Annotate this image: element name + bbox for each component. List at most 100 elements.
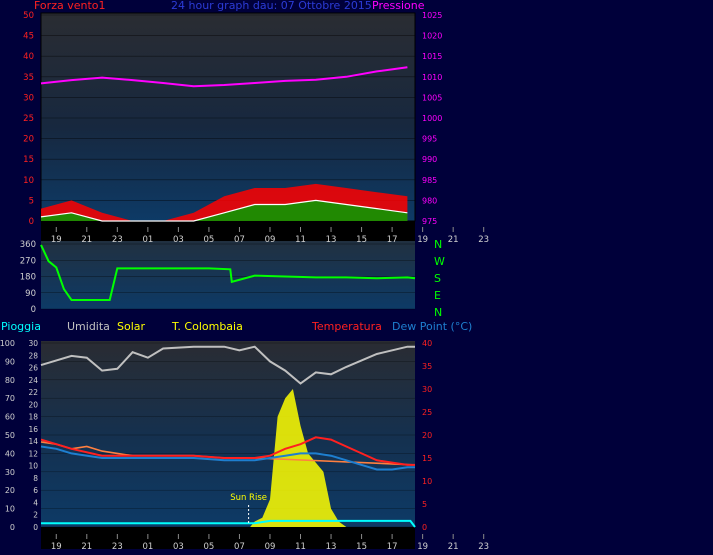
humidity-axis-tick: 90 bbox=[5, 357, 15, 366]
rain-axis-tick: 8 bbox=[33, 474, 38, 483]
x-tick-label: 15 bbox=[356, 235, 367, 245]
rain-axis-tick: 6 bbox=[33, 486, 38, 495]
x-tick-label: 17 bbox=[387, 235, 398, 245]
x-tick-label: 19 bbox=[417, 542, 428, 552]
wind-direction-line bbox=[40, 244, 416, 301]
wind-axis-tick: 40 bbox=[23, 52, 34, 62]
wind-axis-tick: 50 bbox=[23, 11, 34, 21]
x-tick-label: 11 bbox=[295, 235, 306, 245]
wind-axis-tick: 45 bbox=[23, 32, 34, 42]
rain-axis-tick: 2 bbox=[33, 511, 38, 520]
wind-dir-axis-tick: 180 bbox=[20, 273, 36, 283]
dewpoint-line bbox=[40, 445, 415, 471]
wind-gust-line bbox=[40, 199, 408, 222]
pressure-axis-tick: 995 bbox=[422, 135, 437, 144]
pressure-axis-tick: 980 bbox=[422, 196, 437, 205]
x-tick-label: 23 bbox=[112, 235, 123, 245]
sunrise-label: Sun Rise bbox=[230, 493, 267, 503]
rain-axis-tick: 22 bbox=[28, 388, 38, 397]
pressure-axis-title: Pressione bbox=[372, 0, 425, 12]
rain-axis-tick: 14 bbox=[28, 437, 38, 446]
x-tick-label: 11 bbox=[295, 542, 306, 552]
pressure-axis-tick: 990 bbox=[422, 155, 437, 164]
x-tick-label: 09 bbox=[265, 235, 276, 245]
temperature-axis-tick: 30 bbox=[422, 385, 432, 394]
wind-dir-w: W bbox=[434, 255, 445, 268]
x-tick-label: 05 bbox=[204, 235, 215, 245]
wind-axis-tick: 20 bbox=[23, 135, 34, 145]
wind-axis-tick: 25 bbox=[23, 114, 34, 124]
wind-axis-tick: 5 bbox=[29, 196, 34, 206]
temperature-axis-tick: 10 bbox=[422, 477, 432, 486]
x-tick-label: 23 bbox=[478, 542, 489, 552]
x-tick-label: 23 bbox=[112, 542, 123, 552]
x-tick-label: 13 bbox=[326, 542, 337, 552]
humidity-axis-tick: 70 bbox=[5, 394, 15, 403]
temperature-axis-tick: 15 bbox=[422, 454, 432, 463]
temperature-axis-tick: 5 bbox=[422, 500, 427, 509]
pressure-axis-tick: 985 bbox=[422, 176, 437, 185]
rain-axis-tick: 26 bbox=[28, 364, 38, 373]
x-tick-label: 15 bbox=[356, 542, 367, 552]
pressure-axis-tick: 975 bbox=[422, 217, 437, 226]
rain-axis-tick: 0 bbox=[33, 523, 38, 532]
wind-dir-s: S bbox=[434, 272, 441, 285]
rain-axis-tick: 20 bbox=[28, 400, 38, 409]
legend-dewpoint: Dew Point (°C) bbox=[392, 320, 473, 333]
x-tick-label: 01 bbox=[142, 235, 153, 245]
humidity-axis-tick: 10 bbox=[5, 505, 15, 514]
pressure-axis-tick: 1025 bbox=[422, 11, 442, 20]
x-tick-label: 21 bbox=[81, 235, 92, 245]
temperature-axis-tick: 40 bbox=[422, 339, 432, 348]
pressure-axis-tick: 1020 bbox=[422, 32, 442, 41]
humidity-axis-tick: 20 bbox=[5, 486, 15, 495]
legend-rain: Pioggia bbox=[1, 320, 41, 333]
humidity-axis-tick: 50 bbox=[5, 431, 15, 440]
pressure-axis-tick: 1015 bbox=[422, 52, 442, 61]
wind-pressure-panel bbox=[40, 12, 416, 222]
solar-series bbox=[41, 389, 415, 527]
wind-pressure-xaxis bbox=[41, 221, 415, 241]
wind-dir-axis-tick: 270 bbox=[20, 256, 36, 266]
humidity-axis-tick: 40 bbox=[5, 449, 15, 458]
pressure-axis-tick: 1000 bbox=[422, 114, 442, 123]
x-tick-label: 05 bbox=[204, 542, 215, 552]
humidity-axis-tick: 0 bbox=[10, 523, 15, 532]
rain-axis-tick: 24 bbox=[28, 376, 38, 385]
humidity-axis-tick: 30 bbox=[5, 468, 15, 477]
x-tick-label: 09 bbox=[265, 542, 276, 552]
wind-axis-tick: 35 bbox=[23, 73, 34, 83]
wind-axis-tick: 10 bbox=[23, 176, 34, 186]
x-tick-label: 03 bbox=[173, 235, 184, 245]
legend-solar: Solar bbox=[117, 320, 146, 333]
temperature-line bbox=[40, 436, 415, 466]
wind-axis-title: Forza vento1 bbox=[34, 0, 106, 12]
pressure-axis-tick: 1005 bbox=[422, 93, 442, 102]
x-tick-label: 07 bbox=[234, 235, 245, 245]
x-tick-label: 07 bbox=[234, 542, 245, 552]
x-tick-label: 21 bbox=[448, 235, 459, 245]
pressure-line bbox=[40, 66, 408, 88]
rain-axis-tick: 10 bbox=[28, 462, 38, 471]
humidity-axis-tick: 100 bbox=[0, 339, 15, 348]
legend-temperature: Temperatura bbox=[312, 320, 382, 333]
humidity-axis-tick: 80 bbox=[5, 376, 15, 385]
wind-dir-n-top: N bbox=[434, 238, 443, 251]
pressure-axis-tick: 1010 bbox=[422, 73, 442, 82]
temperature-axis-tick: 35 bbox=[422, 362, 432, 371]
rain-axis-tick: 28 bbox=[28, 351, 38, 360]
x-tick-label: 01 bbox=[142, 542, 153, 552]
rain-axis-tick: 18 bbox=[28, 413, 38, 422]
wind-axis-tick: 15 bbox=[23, 155, 34, 165]
temperature-axis-tick: 25 bbox=[422, 408, 432, 417]
weather-panel bbox=[41, 341, 415, 527]
wind-average-series bbox=[41, 200, 408, 221]
wind-dir-axis-tick: 0 bbox=[31, 305, 36, 315]
rain-axis-tick: 16 bbox=[28, 425, 38, 434]
x-tick-label: 19 bbox=[417, 235, 428, 245]
chart-title: 24 hour graph dau: 07 Ottobre 2015 bbox=[171, 0, 372, 12]
wind-axis-tick: 0 bbox=[29, 217, 34, 227]
x-tick-label: 19 bbox=[51, 235, 62, 245]
